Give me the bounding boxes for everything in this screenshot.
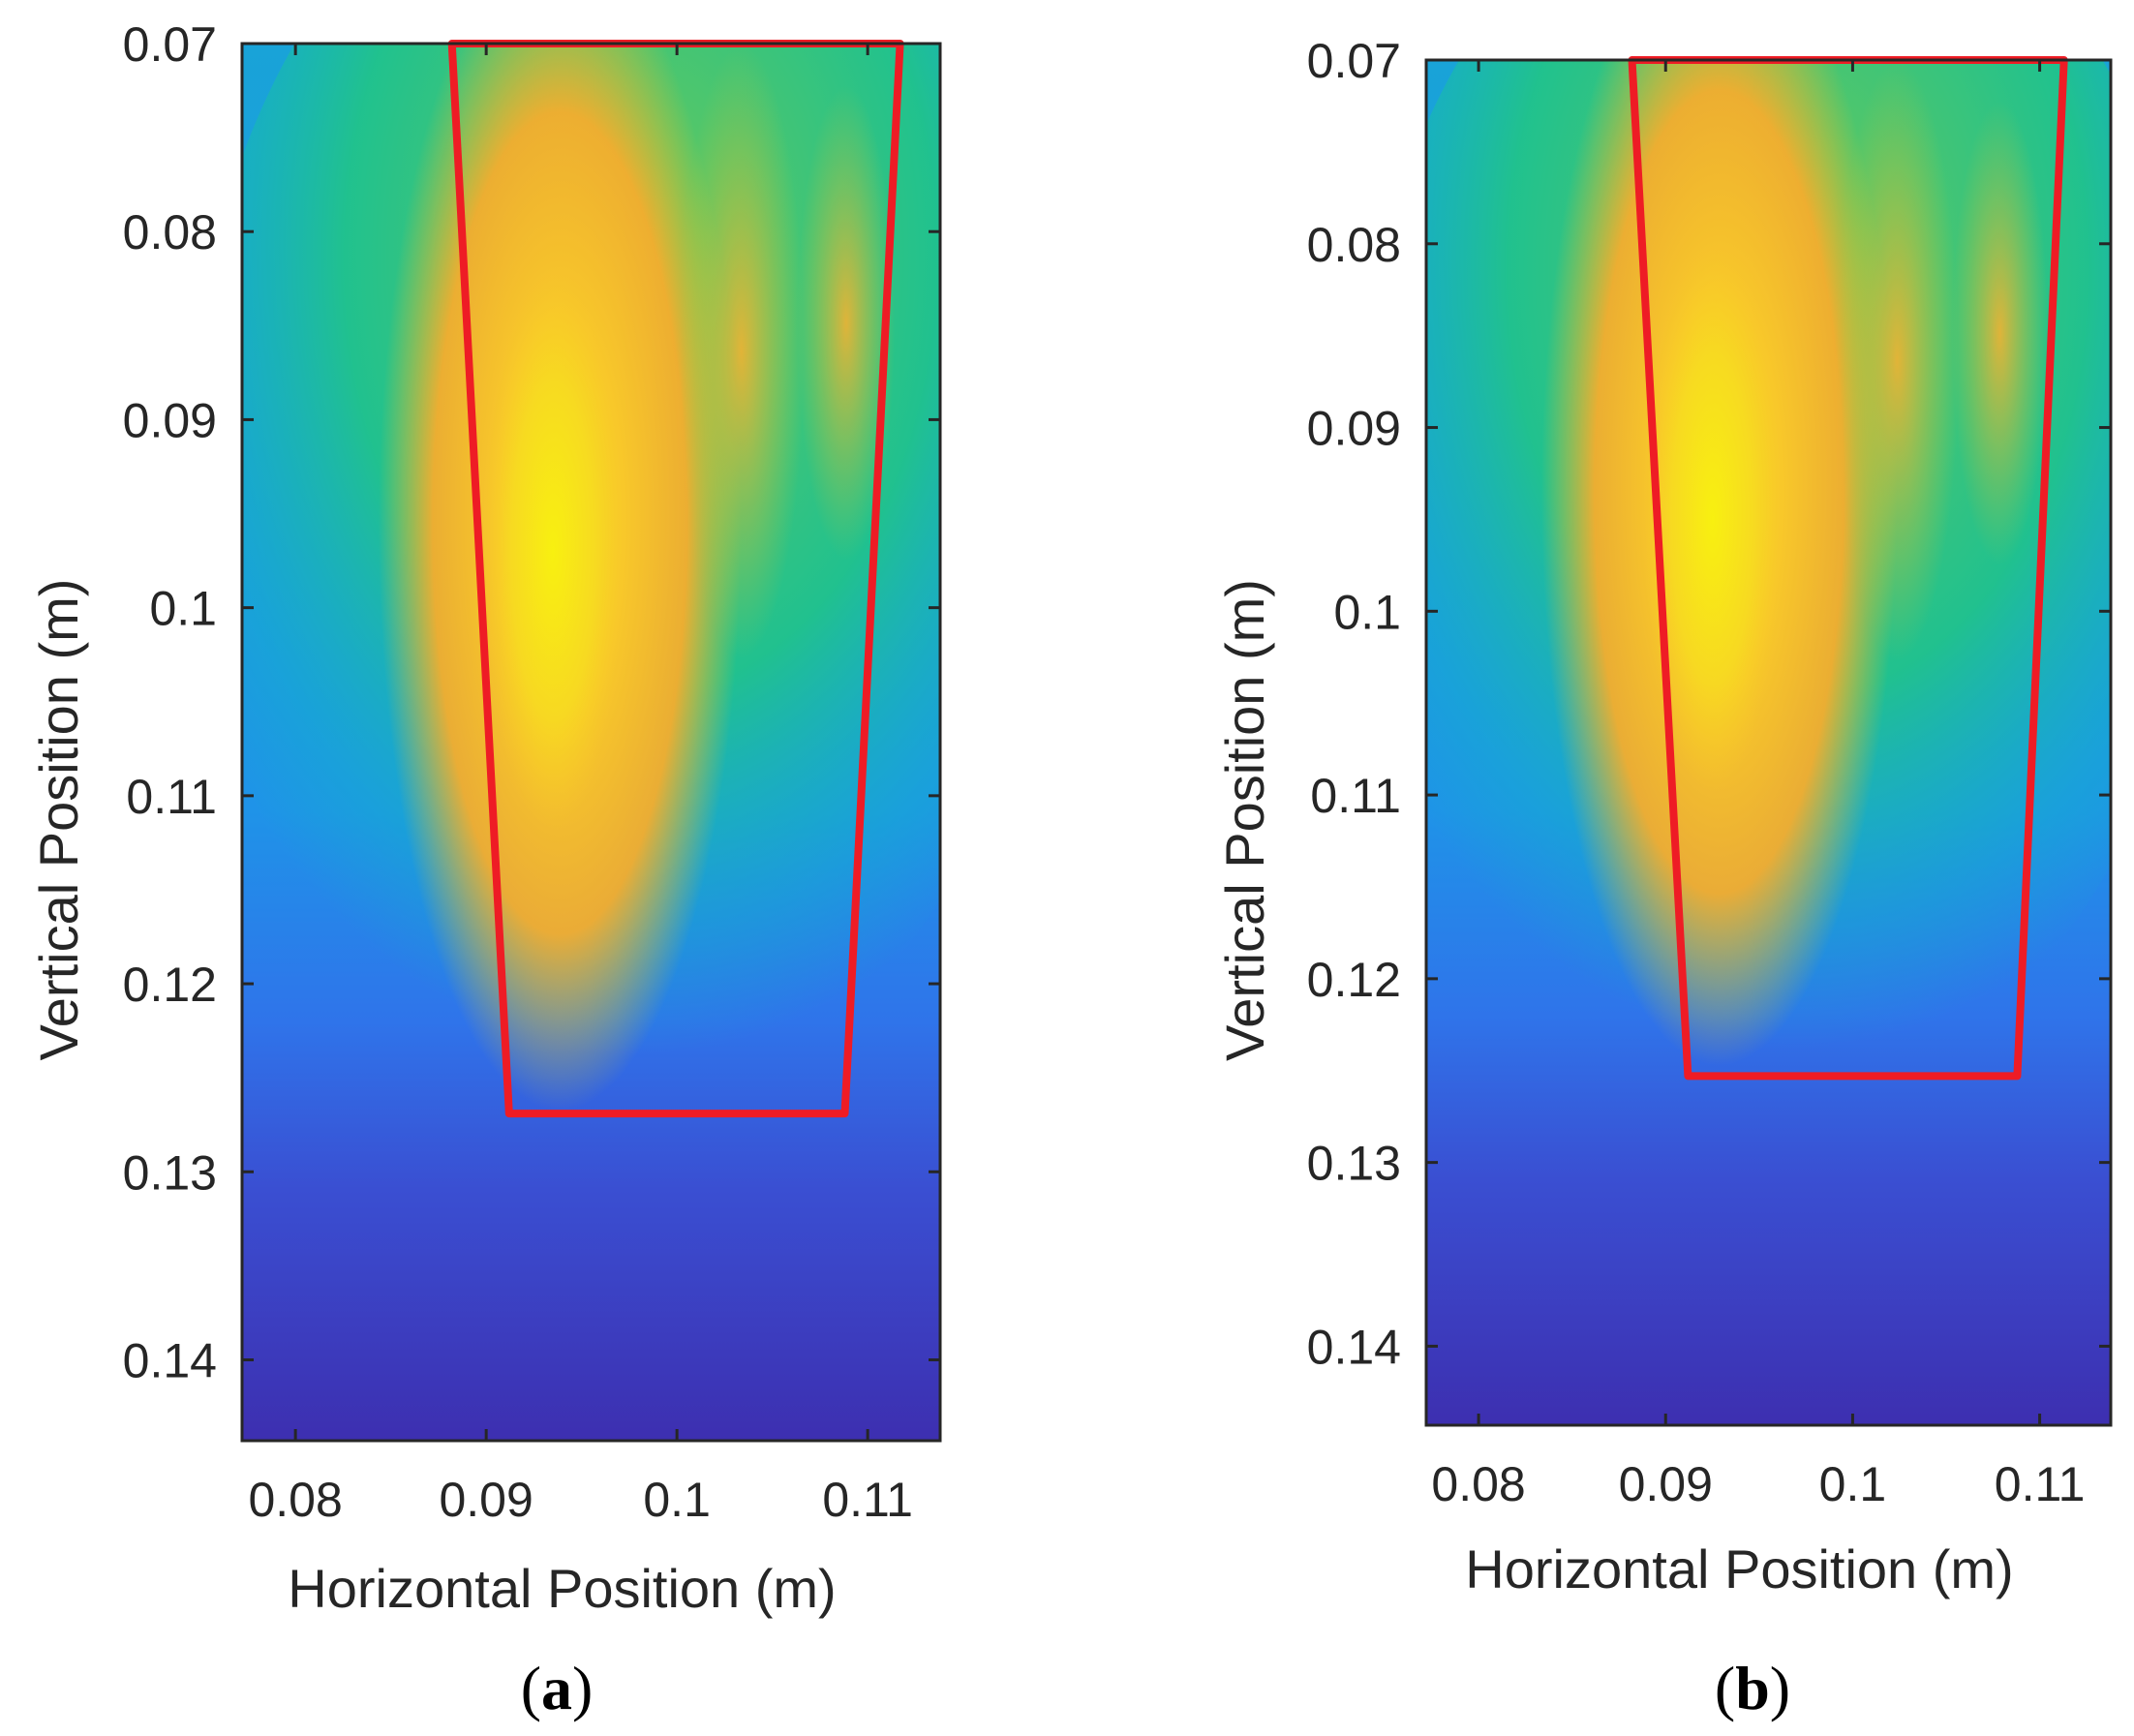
panel-a-y-axis-title: Vertical Position (m) (28, 579, 89, 1061)
panel-b-y-tick-label: 0.14 (1307, 1320, 1401, 1374)
panel-a-label-letter: a (541, 1654, 572, 1722)
panel-b-label-letter: b (1735, 1654, 1770, 1722)
panel-a-y-tick-label: 0.14 (123, 1333, 217, 1387)
panel-b: 0.08 0.09 0.1 0.11 0.07 0.08 0.09 0.1 0.11 0.12 0.… (1214, 34, 2113, 1722)
panel-b-heat-core (1643, 246, 1782, 793)
panel-a-y-tick-label: 0.11 (126, 770, 217, 824)
panel-a-x-tick-label: 0.09 (439, 1473, 533, 1527)
panel-b-y-tick-label: 0.1 (1333, 585, 1401, 639)
panel-a-x-tick-label: 0.11 (822, 1473, 913, 1527)
panel-a-heat-streak (797, 85, 896, 561)
panel-a-y-tick-label: 0.1 (149, 582, 217, 636)
panel-a-heatmap (242, 44, 940, 1441)
panel-b-y-tick-label: 0.11 (1310, 769, 1401, 823)
panel-b-y-tick-label: 0.08 (1307, 218, 1401, 272)
panel-a-axes-frame (240, 42, 942, 1443)
panel-b-y-tick-label: 0.13 (1307, 1137, 1401, 1191)
panel-a-label: (a) (521, 1654, 594, 1722)
panel-a-y-tick-label: 0.09 (123, 393, 217, 447)
panel-b-heatmap (1426, 60, 2111, 1425)
panel-a-y-tick-label: 0.12 (123, 958, 217, 1012)
panel-b-x-tick-label: 0.09 (1619, 1457, 1713, 1511)
panel-a-x-axis-title: Horizontal Position (m) (288, 1558, 836, 1619)
panel-a-y-tick-label: 0.07 (123, 17, 217, 72)
panel-b-y-tick-label: 0.09 (1307, 402, 1401, 456)
panel-b-heat-streak (1951, 101, 2048, 565)
panel-a-heat-core (483, 271, 624, 831)
panel-b-y-tick-label: 0.12 (1307, 953, 1401, 1007)
panel-b-label: (b) (1715, 1654, 1790, 1722)
panel-b-ticks: 0.08 0.09 0.1 0.11 0.07 0.08 0.09 0.1 0.11 0.12 0.… (1307, 34, 2111, 1511)
panel-b-x-axis-title: Horizontal Position (m) (1465, 1538, 2013, 1599)
panel-b-x-tick-label: 0.08 (1431, 1457, 1525, 1511)
panel-a-y-tick-label: 0.08 (123, 205, 217, 259)
panel-a-x-tick-label: 0.1 (643, 1473, 711, 1527)
panel-b-heat-streak (1835, 60, 1960, 661)
panel-a-heat-streak (678, 44, 805, 658)
panel-b-y-axis-title: Vertical Position (m) (1214, 579, 1275, 1061)
panel-b-x-tick-label: 0.11 (1995, 1457, 2086, 1511)
panel-a: 0.08 0.09 0.1 0.11 0.07 0.08 0.09 0.1 0.11 0.12 0.… (28, 17, 942, 1722)
panel-b-axes-frame (1424, 58, 2113, 1427)
panel-a-ticks: 0.08 0.09 0.1 0.11 0.07 0.08 0.09 0.1 0.11 0.12 0.… (123, 17, 940, 1527)
panel-b-x-tick-label: 0.1 (1819, 1457, 1887, 1511)
panel-a-x-tick-label: 0.08 (248, 1473, 342, 1527)
panel-a-y-tick-label: 0.13 (123, 1145, 217, 1200)
panel-b-y-tick-label: 0.07 (1307, 34, 1401, 88)
